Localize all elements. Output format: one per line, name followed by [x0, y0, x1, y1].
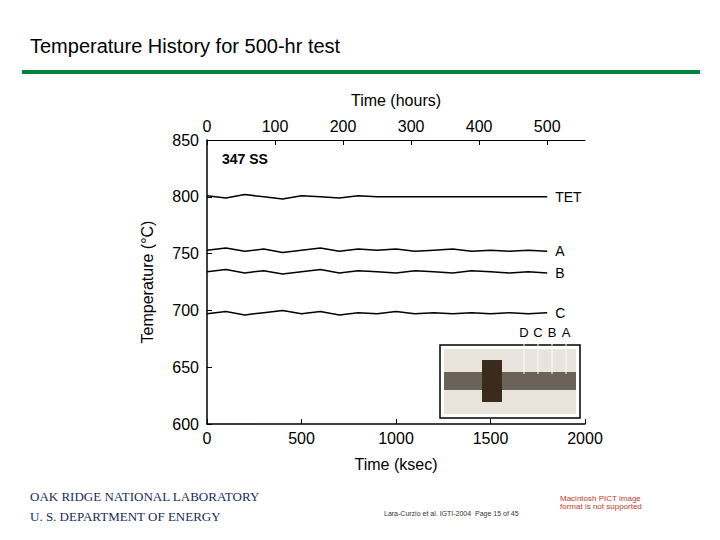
svg-text:650: 650: [172, 359, 199, 376]
svg-text:1000: 1000: [378, 430, 414, 447]
svg-text:500: 500: [534, 118, 561, 135]
svg-text:B: B: [548, 325, 557, 340]
svg-text:C: C: [533, 325, 542, 340]
svg-text:347 SS: 347 SS: [222, 151, 268, 167]
svg-text:Time (hours): Time (hours): [351, 92, 441, 109]
svg-text:400: 400: [466, 118, 493, 135]
svg-text:Lara-Curzio et al. IGTI-2004: Lara-Curzio et al. IGTI-2004 Page 15 of …: [384, 510, 519, 518]
svg-text:1500: 1500: [473, 430, 509, 447]
svg-text:600: 600: [172, 416, 199, 433]
svg-text:700: 700: [172, 302, 199, 319]
svg-text:800: 800: [172, 188, 199, 205]
svg-text:Macintosh PICT image: Macintosh PICT image: [560, 493, 643, 503]
svg-text:Temperature (°C): Temperature (°C): [139, 221, 156, 344]
svg-text:Time (ksec): Time (ksec): [355, 456, 438, 473]
svg-text:OAK RIDGE NATIONAL LABORATORY: OAK RIDGE NATIONAL LABORATORY: [30, 489, 260, 504]
svg-text:format is not supported: format is not supported: [560, 502, 642, 511]
svg-text:500: 500: [288, 430, 315, 447]
svg-text:300: 300: [398, 118, 425, 135]
svg-text:C: C: [555, 305, 565, 321]
svg-text:TET: TET: [555, 189, 582, 205]
svg-text:2000: 2000: [567, 430, 603, 447]
svg-text:A: A: [555, 243, 565, 259]
svg-text:100: 100: [262, 118, 289, 135]
svg-text:B: B: [555, 265, 564, 281]
svg-text:850: 850: [172, 132, 199, 149]
svg-text:Temperature History for 500-hr: Temperature History for 500-hr test: [30, 35, 341, 57]
svg-text:U. S. DEPARTMENT OF ENERGY: U. S. DEPARTMENT OF ENERGY: [30, 509, 221, 524]
svg-text:750: 750: [172, 245, 199, 262]
svg-text:A: A: [562, 325, 571, 340]
svg-text:0: 0: [203, 118, 212, 135]
svg-text:200: 200: [330, 118, 357, 135]
svg-text:D: D: [519, 325, 528, 340]
svg-text:0: 0: [203, 430, 212, 447]
